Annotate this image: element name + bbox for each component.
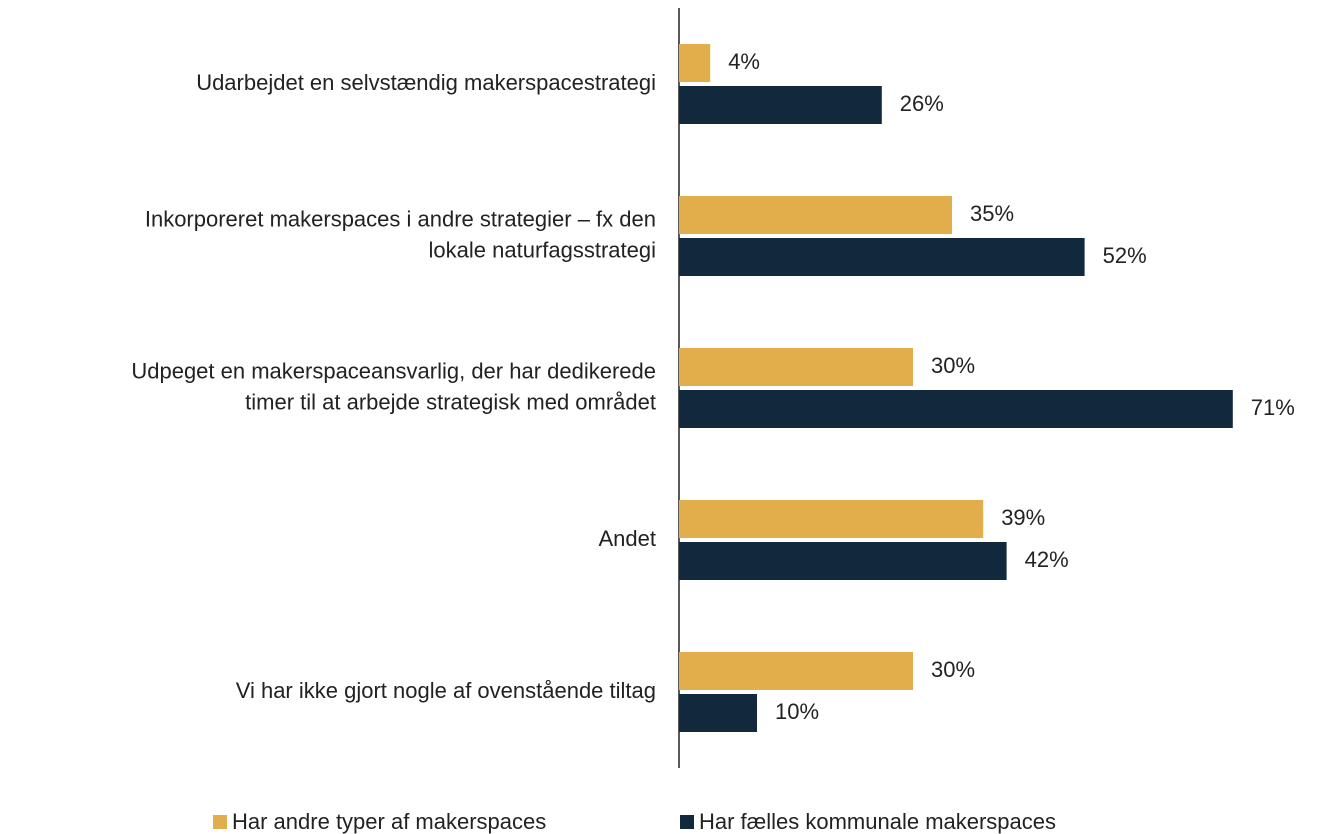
value-label: 39% — [1001, 505, 1045, 530]
bar — [679, 348, 913, 386]
bar — [679, 694, 757, 732]
legend-label: Har fælles kommunale makerspaces — [699, 809, 1056, 834]
value-label: 30% — [931, 353, 975, 378]
bar — [679, 86, 882, 124]
value-label: 42% — [1025, 547, 1069, 572]
category-label: lokale naturfagsstrategi — [429, 237, 656, 262]
bar — [679, 238, 1085, 276]
value-label: 10% — [775, 699, 819, 724]
category-label: Udpeget en makerspaceansvarlig, der har … — [131, 358, 656, 383]
category-label: Udarbejdet en selvstændig makerspacestra… — [196, 70, 656, 95]
value-label: 26% — [900, 91, 944, 116]
category-label: Inkorporeret makerspaces i andre strateg… — [145, 206, 656, 231]
bar — [679, 500, 984, 538]
legend-swatch — [680, 815, 694, 829]
category-label: Vi har ikke gjort nogle af ovenstående t… — [236, 678, 656, 703]
value-label: 4% — [728, 49, 760, 74]
bar — [679, 44, 711, 82]
category-label: Andet — [599, 526, 657, 551]
legend-label: Har andre typer af makerspaces — [232, 809, 546, 834]
bar — [679, 542, 1007, 580]
value-label: 52% — [1103, 243, 1147, 268]
bar — [679, 196, 952, 234]
category-label: timer til at arbejde strategisk med områ… — [245, 389, 656, 414]
bar — [679, 390, 1233, 428]
value-label: 30% — [931, 657, 975, 682]
legend-swatch — [213, 815, 227, 829]
value-label: 71% — [1251, 395, 1295, 420]
bar — [679, 652, 913, 690]
value-label: 35% — [970, 201, 1014, 226]
